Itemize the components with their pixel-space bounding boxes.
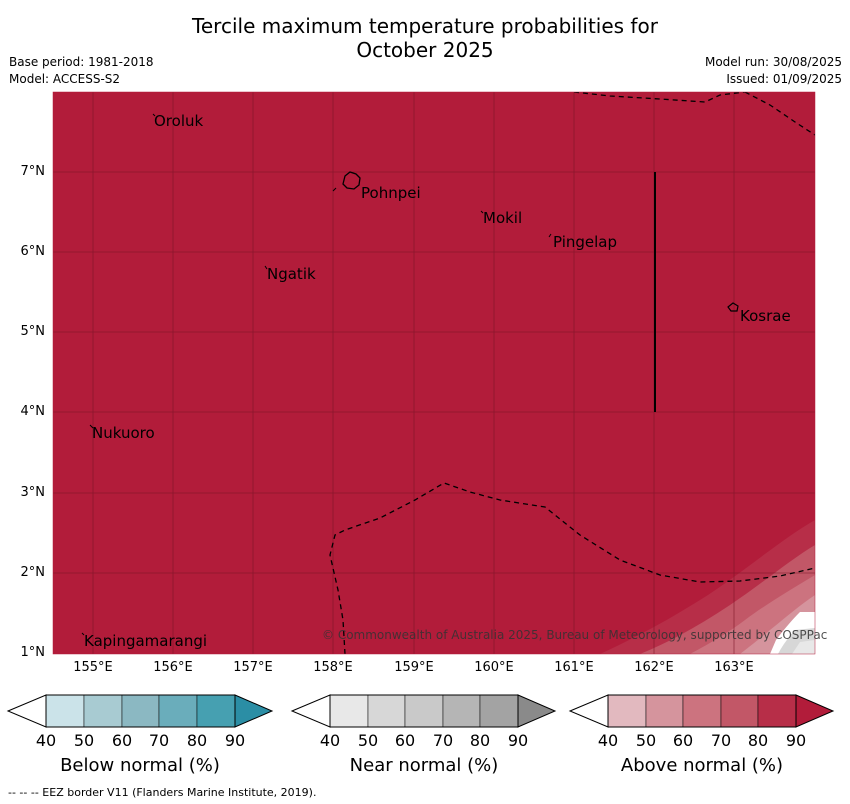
legend-tick: 60: [111, 731, 133, 750]
legend-tick: 50: [635, 731, 657, 750]
legend-tick: 40: [597, 731, 619, 750]
legend-title-above-normal: Above normal (%): [620, 755, 784, 776]
lon-label-162e: 162°E: [634, 660, 674, 675]
lon-label-156e: 156°E: [153, 660, 193, 675]
lon-label-160e: 160°E: [474, 660, 514, 675]
lat-label-1n: 1°N: [20, 645, 46, 660]
legend-tick: 40: [319, 731, 341, 750]
legend-near-normal: [290, 694, 557, 728]
base-period: Base period: 1981-2018: [9, 55, 154, 69]
legend-tick: 60: [672, 731, 694, 750]
eez-border-north: [573, 92, 746, 103]
legend-below-normal: [6, 694, 274, 728]
map-area: [53, 92, 815, 654]
lon-label-157e: 157°E: [233, 660, 273, 675]
legend-tick: 60: [394, 731, 416, 750]
eez-borders: [329, 92, 815, 654]
place-label-kapingamarangi: Kapingamarangi: [84, 632, 208, 650]
place-label-mokil: Mokil: [483, 209, 523, 227]
place-label-kosrae: Kosrae: [740, 307, 791, 325]
lon-label-155e: 155°E: [73, 660, 113, 675]
atoll-marks: [81, 113, 552, 636]
lon-label-158e: 158°E: [313, 660, 353, 675]
map-frame: [52, 91, 816, 655]
near-normal-band-light: [792, 640, 815, 654]
legend-tick: 70: [710, 731, 732, 750]
place-label-nukuoro: Nukuoro: [92, 424, 155, 442]
place-label-oroluk: Oroluk: [154, 112, 204, 130]
model-name: Model: ACCESS-S2: [9, 72, 121, 86]
legend-tick: 50: [357, 731, 379, 750]
place-label-ngatik: Ngatik: [267, 265, 316, 283]
ant-atoll-mark: [332, 187, 337, 192]
issued-date: Issued: 01/09/2025: [726, 72, 842, 86]
eez-border-south: [329, 482, 815, 654]
meta-right: Model run: 30/08/2025 Issued: 01/09/2025: [705, 54, 842, 88]
eez-footnote: -- -- -- EEZ border V11 (Flanders Marine…: [8, 786, 317, 799]
lat-label-2n: 2°N: [20, 565, 46, 580]
lat-label-5n: 5°N: [20, 324, 46, 339]
lat-label-6n: 6°N: [20, 244, 46, 259]
map-title: Tercile maximum temperature probabilitie…: [0, 14, 850, 62]
legend-title-below-normal: Below normal (%): [60, 755, 220, 776]
legend-tick: 80: [747, 731, 769, 750]
legend-tick: 70: [148, 731, 170, 750]
lat-label-3n: 3°N: [20, 485, 46, 500]
legend-tick: 80: [469, 731, 491, 750]
legend-tick: 90: [507, 731, 529, 750]
legend-tick: 90: [785, 731, 807, 750]
legend-tick: 70: [432, 731, 454, 750]
legend-tick: 90: [224, 731, 246, 750]
lon-label-159e: 159°E: [394, 660, 434, 675]
legend-tick: 50: [73, 731, 95, 750]
lat-label-4n: 4°N: [20, 404, 46, 419]
meta-left: Base period: 1981-2018 Model: ACCESS-S2: [9, 54, 154, 88]
legend-tick: 40: [35, 731, 57, 750]
pohnpei-island-outline: [342, 171, 361, 190]
model-run: Model run: 30/08/2025: [704, 55, 842, 69]
above-normal-fill: [53, 92, 815, 654]
lat-label-7n: 7°N: [20, 164, 46, 179]
place-label-pingelap: Pingelap: [553, 233, 618, 251]
title-line-1: Tercile maximum temperature probabilitie…: [192, 14, 658, 38]
title-line-2: October 2025: [356, 38, 494, 62]
lon-label-161e: 161°E: [554, 660, 594, 675]
kosrae-island-outline: [727, 302, 739, 312]
legend-above-normal: [568, 694, 835, 728]
copyright-text: © Commonwealth of Australia 2025, Bureau…: [322, 628, 828, 642]
place-label-pohnpei: Pohnpei: [361, 184, 421, 202]
legend-title-near-normal: Near normal (%): [349, 755, 499, 776]
lon-label-163e: 163°E: [714, 660, 754, 675]
legend-tick: 80: [186, 731, 208, 750]
